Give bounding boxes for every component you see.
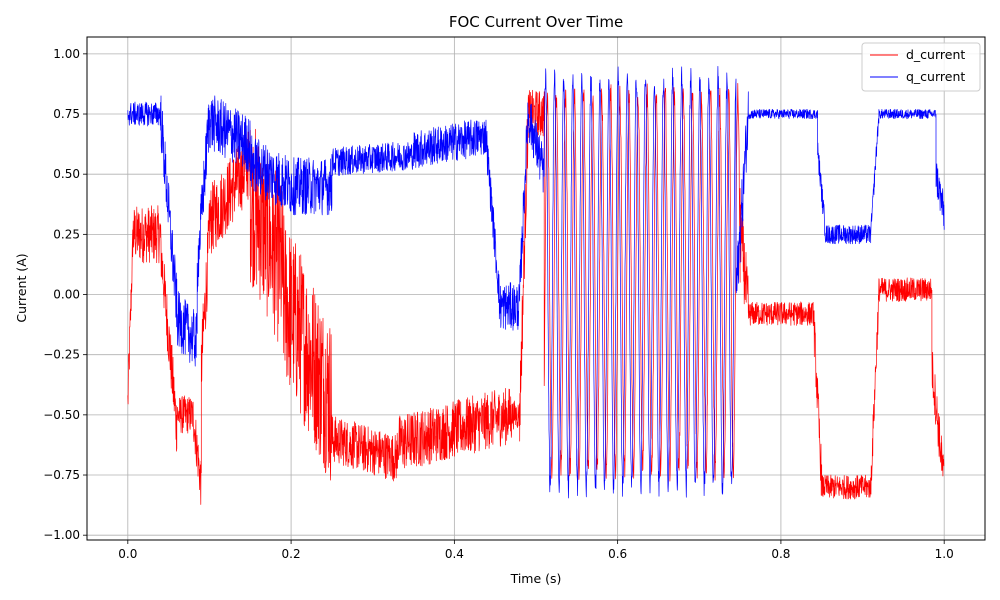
y-tick-label: −0.25 xyxy=(43,348,80,362)
x-tick-label: 0.2 xyxy=(282,547,301,561)
y-axis-label: Current (A) xyxy=(14,253,29,322)
chart-title: FOC Current Over Time xyxy=(449,13,623,31)
series-line-q-current xyxy=(127,66,945,499)
y-tick-label: 0.50 xyxy=(53,167,80,181)
plot-frame xyxy=(86,36,986,541)
legend: d_current q_current xyxy=(861,42,981,92)
x-axis-label: Time (s) xyxy=(510,571,562,586)
x-tick-label: 1.0 xyxy=(935,547,954,561)
legend-label-q-current: q_current xyxy=(906,69,965,84)
y-tick-label: 0.75 xyxy=(53,107,80,121)
y-tick-label: −1.00 xyxy=(43,528,80,542)
y-tick-label: 0.25 xyxy=(53,227,80,241)
x-tick-label: 0.6 xyxy=(608,547,627,561)
y-tick-label: −0.75 xyxy=(43,468,80,482)
legend-label-d-current: d_current xyxy=(906,47,965,62)
x-tick-label: 0.8 xyxy=(771,547,790,561)
y-tick-label: −0.50 xyxy=(43,408,80,422)
y-tick-label: 0.00 xyxy=(53,288,80,302)
grid-lines xyxy=(87,37,985,540)
y-tick-label: 1.00 xyxy=(53,47,80,61)
axis-ticks: 0.0 0.2 0.4 0.6 0.8 1.0 −1.00 −0.75 −0.50 −0.25 0.… xyxy=(43,47,954,561)
x-tick-label: 0.0 xyxy=(118,547,137,561)
x-tick-label: 0.4 xyxy=(445,547,464,561)
series-layer xyxy=(127,66,945,505)
